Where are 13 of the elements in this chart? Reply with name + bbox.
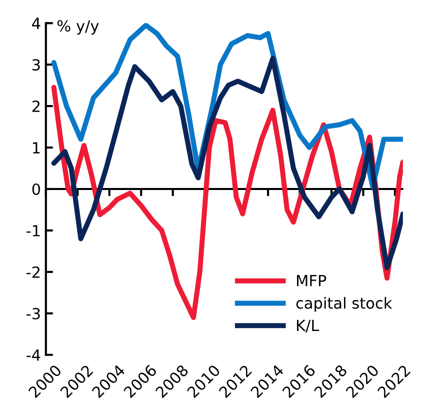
legend-label: MFP (297, 275, 326, 286)
y-tick-label: -2 (26, 266, 40, 278)
y-tick-label: 2 (32, 100, 40, 112)
legend-label: capital stock (296, 296, 392, 312)
y-tick-label: -4 (26, 350, 40, 361)
y-tick-label: 0 (32, 183, 40, 196)
y-tick-label: -1 (26, 225, 40, 236)
legend-label: K/L (297, 320, 320, 332)
y-tick-label: -3 (26, 308, 40, 320)
y-tick-label: 4 (32, 18, 40, 29)
y-axis-title: % y/y (57, 20, 99, 35)
y-tick-label: 3 (32, 59, 40, 71)
y-tick-label: 1 (32, 142, 40, 154)
